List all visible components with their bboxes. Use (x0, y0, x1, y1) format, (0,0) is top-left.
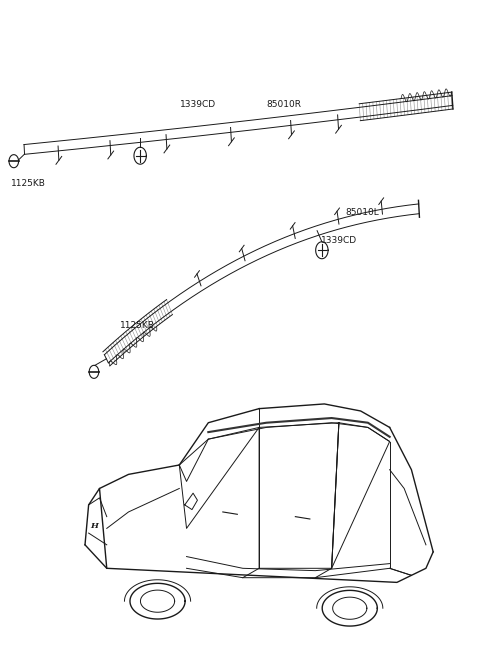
Text: 1125KB: 1125KB (11, 179, 46, 188)
Text: 1125KB: 1125KB (120, 321, 155, 330)
Text: 85010L: 85010L (345, 208, 379, 217)
Text: 85010R: 85010R (266, 100, 301, 109)
Text: 1339CD: 1339CD (321, 236, 357, 245)
Text: H: H (90, 522, 98, 530)
Text: 1339CD: 1339CD (180, 100, 216, 109)
